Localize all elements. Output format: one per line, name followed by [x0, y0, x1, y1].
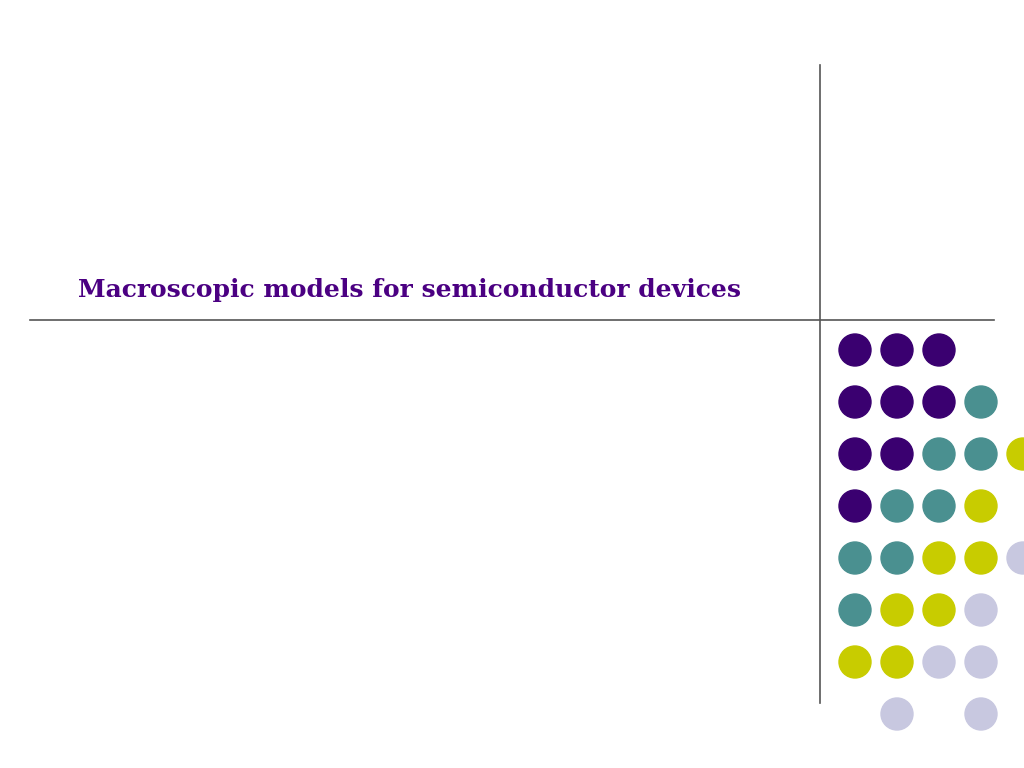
Circle shape — [965, 698, 997, 730]
Circle shape — [923, 542, 955, 574]
Text: Macroscopic models for semiconductor devices: Macroscopic models for semiconductor dev… — [79, 278, 741, 302]
Circle shape — [881, 698, 913, 730]
Circle shape — [839, 438, 871, 470]
Circle shape — [965, 594, 997, 626]
Circle shape — [965, 438, 997, 470]
Circle shape — [881, 386, 913, 418]
Circle shape — [965, 646, 997, 678]
Circle shape — [965, 542, 997, 574]
Circle shape — [923, 386, 955, 418]
Circle shape — [881, 646, 913, 678]
Circle shape — [881, 490, 913, 522]
Circle shape — [923, 646, 955, 678]
Circle shape — [881, 594, 913, 626]
Circle shape — [923, 490, 955, 522]
Circle shape — [1007, 542, 1024, 574]
Circle shape — [839, 542, 871, 574]
Circle shape — [923, 334, 955, 366]
Circle shape — [965, 386, 997, 418]
Circle shape — [881, 334, 913, 366]
Circle shape — [881, 542, 913, 574]
Circle shape — [881, 438, 913, 470]
Circle shape — [923, 594, 955, 626]
Circle shape — [839, 646, 871, 678]
Circle shape — [1007, 438, 1024, 470]
Circle shape — [839, 594, 871, 626]
Circle shape — [923, 438, 955, 470]
Circle shape — [965, 490, 997, 522]
Circle shape — [839, 386, 871, 418]
Circle shape — [839, 490, 871, 522]
Circle shape — [839, 334, 871, 366]
